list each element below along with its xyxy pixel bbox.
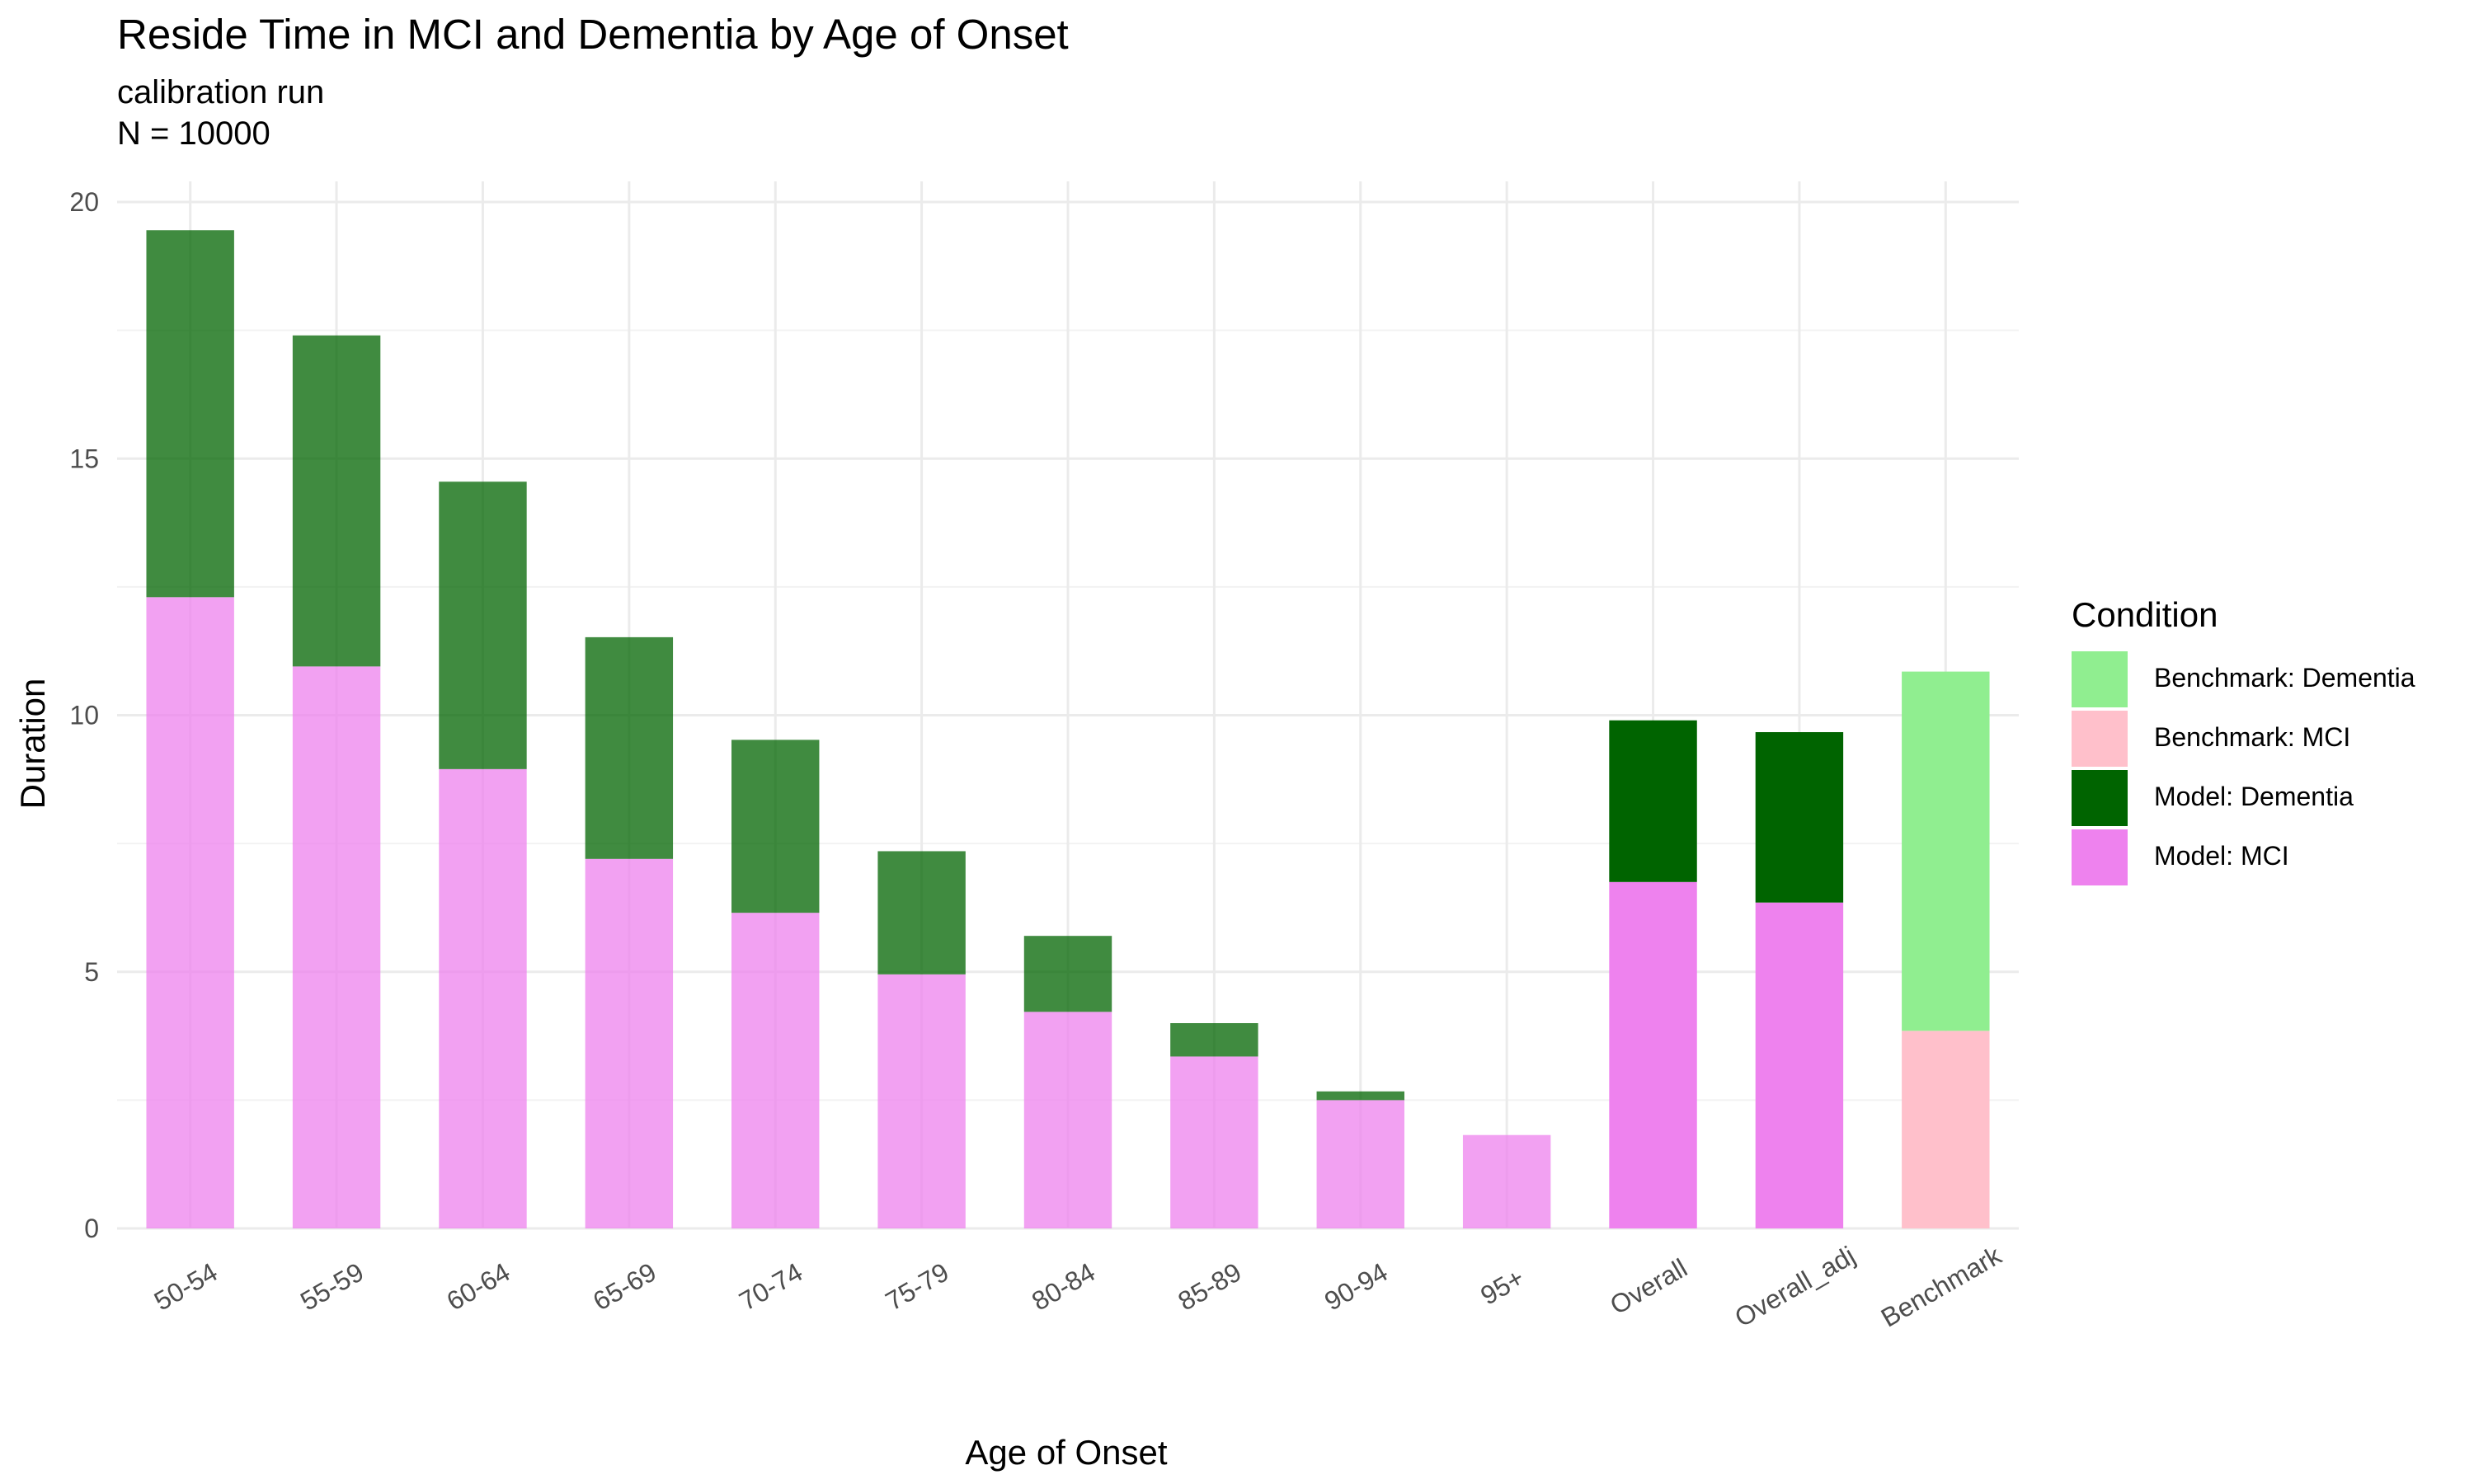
legend-item: Benchmark: MCI [2072,711,2467,768]
x-tick-label: 90-94 [1319,1256,1393,1316]
x-tick-label: 80-84 [1027,1256,1100,1316]
x-tick-label: 85-89 [1173,1256,1246,1316]
bar-model-mci-60-64 [439,768,527,1228]
legend-color-swatch [2072,829,2128,885]
bar-model-dementia-85-89 [1170,1023,1258,1057]
bar-model-dementia-75-79 [877,851,966,974]
bar-benchmark-mci-benchmark [1902,1031,1990,1228]
bar-model-dementia-50-54 [146,230,234,598]
y-tick-label: 15 [69,444,99,473]
legend-color-swatch [2072,651,2128,707]
bar-model-mci-75-79 [877,974,966,1228]
bar-marks [146,230,1990,1228]
y-tick-label: 20 [69,187,99,217]
bar-benchmark-dementia-benchmark [1902,671,1990,1031]
x-tick-label: Overall_adj [1729,1240,1860,1332]
bar-model-dementia-65-69 [585,636,674,859]
x-tick-label: Overall [1605,1253,1692,1321]
legend-color-swatch [2072,770,2128,826]
legend-label: Benchmark: Dementia [2154,663,2415,693]
x-tick-label: 75-79 [881,1256,954,1316]
legend-title: Condition [2072,595,2218,634]
bar-model-mci-80-84 [1023,1012,1112,1228]
chart-subtitle-line-1: calibration run [117,74,325,110]
y-axis-label: Duration [13,679,52,810]
x-axis-label: Age of Onset [965,1433,1167,1472]
legend-item: Benchmark: Dementia [2072,651,2467,709]
bar-model-mci-85-89 [1170,1056,1258,1228]
x-tick-label: 50-54 [149,1256,223,1316]
legend-color-swatch [2072,711,2128,767]
x-tick-label: 70-74 [734,1256,807,1316]
bar-model-mci-55-59 [292,666,381,1228]
x-tick-label: 55-59 [295,1256,369,1316]
y-tick-labels: 0 5 10 15 20 [69,187,99,1243]
bar-model-dementia-60-64 [439,481,527,769]
bar-model-dementia-overall [1609,720,1697,882]
bar-model-dementia-90-94 [1316,1091,1404,1101]
legend-item: Model: MCI [2072,829,2467,887]
x-tick-label: Benchmark [1876,1240,2007,1333]
bar-model-dementia-80-84 [1023,936,1112,1012]
bar-model-dementia-overall-adj [1755,732,1844,903]
chart-title: Reside Time in MCI and Dementia by Age o… [117,11,1069,58]
x-tick-label: 60-64 [442,1256,515,1316]
x-tick-label: 65-69 [588,1256,661,1316]
chart-subtitle-line-2: N = 10000 [117,115,270,152]
bar-model-mci-65-69 [585,858,674,1228]
bar-model-mci-90-94 [1316,1100,1404,1228]
bar-model-mci-50-54 [146,597,234,1228]
legend-label: Benchmark: MCI [2154,722,2351,752]
y-tick-label: 5 [84,957,99,987]
bar-model-mci-95- [1462,1134,1551,1228]
bar-model-dementia-55-59 [292,335,381,667]
bar-model-dementia-70-74 [731,740,820,913]
bar-model-mci-overall [1609,881,1697,1228]
y-tick-label: 0 [84,1214,99,1243]
x-tick-label: 95+ [1475,1262,1529,1310]
legend-label: Model: Dementia [2154,782,2354,811]
bar-model-mci-70-74 [731,913,820,1228]
y-tick-label: 10 [69,701,99,730]
bar-model-mci-overall-adj [1755,902,1844,1228]
x-tick-labels: 50-54 55-59 60-64 65-69 70-74 75-79 80-84 85-89… [149,1240,2007,1333]
legend-item: Model: Dementia [2072,770,2467,828]
legend-label: Model: MCI [2154,841,2289,871]
